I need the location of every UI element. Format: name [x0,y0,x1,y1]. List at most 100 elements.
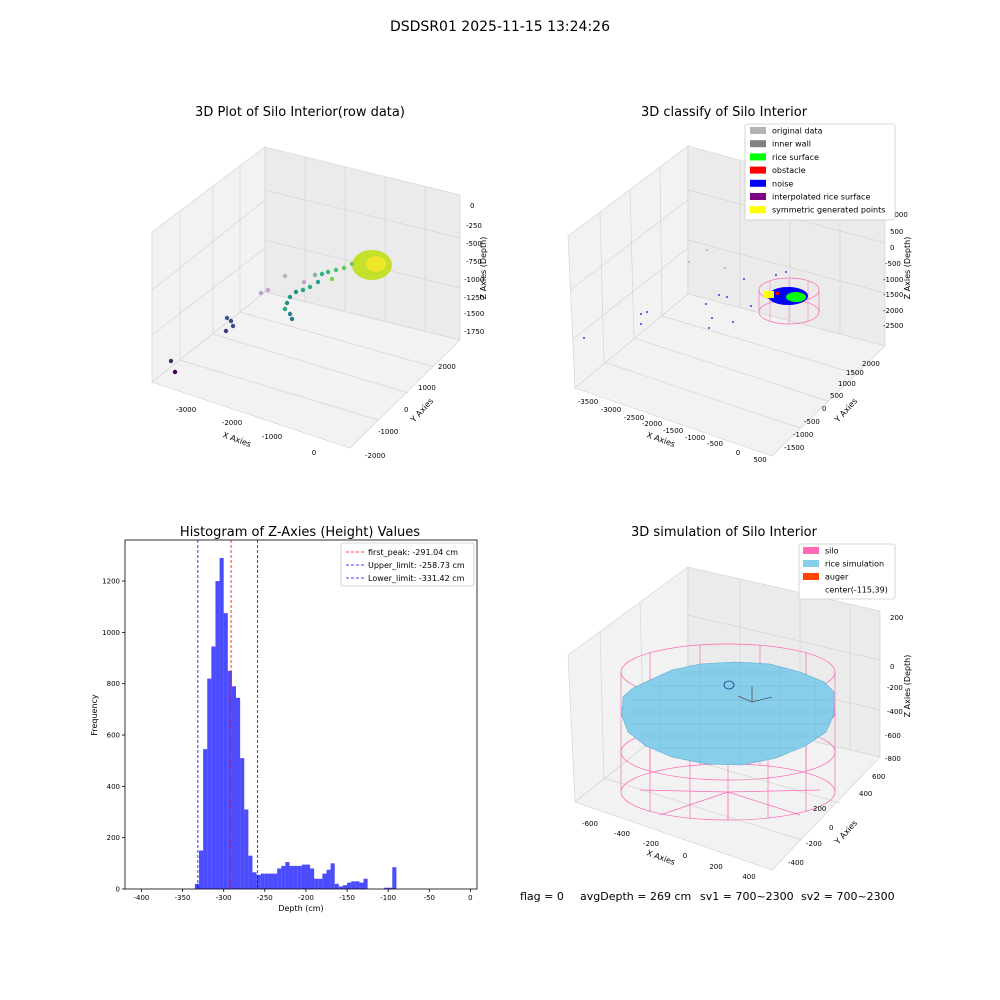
histogram-bar [297,865,302,889]
raw-3d-panel[interactable]: 3D Plot of Silo Interior(row data) -3000… [151,105,488,460]
status-sv2: sv2 = 700~2300 [801,890,895,903]
simulation-xtick: -200 [643,840,659,848]
simulation-legend-frame [798,543,896,600]
classify-legend-label: noise [772,179,793,188]
classify-xtick: 500 [753,456,766,464]
status-sv1: sv1 = 700~2300 [700,890,794,903]
classify-ztick: -1500 [883,291,903,299]
classify-xtick: -2500 [624,414,644,422]
histogram-ytick-label: 200 [107,834,120,842]
raw-point [312,272,318,278]
raw-point [301,279,307,285]
histogram-xtick-label: -200 [298,894,314,902]
simulation-legend [798,543,896,600]
simulation-ztick: -800 [885,755,901,763]
classify-legend-label: rice surface [772,153,819,162]
classify-axis-ticks: -3500 -3000 -2500 -2000 -1500 -1000 -500… [578,211,908,464]
histogram-bar [256,874,261,889]
classify-ytick: 1000 [838,380,856,388]
raw-point [168,358,174,364]
simulation-legend-swatch [803,573,819,580]
classify-noise-point [583,337,585,339]
simulation-auger-shaft [751,696,773,703]
simulation-xtick: 0 [683,852,687,860]
histogram-bar [273,873,278,889]
histogram-bar [334,883,339,889]
histogram-bar [384,887,389,889]
simulation-silo-strut [727,789,821,793]
raw-point [307,284,313,290]
raw-point [265,287,271,293]
classify-floor-pane [574,293,886,457]
classify-noise-point [775,274,777,276]
classify-rice-surface [786,292,806,302]
raw-axis-ticks: -3000 -2000 -1000 0 -2000 -1000 0 1000 2… [176,202,485,460]
histogram-bar [347,882,352,889]
simulation-3d-title: 3D simulation of Silo Interior [631,525,818,540]
simulation-ytick: -400 [788,859,804,867]
raw-xtick: -3000 [176,406,196,414]
raw-point [172,369,178,375]
classify-xtick: 0 [736,449,740,457]
simulation-axis-ticks: -600 -400 -200 0 200 400 -400 -200 0 200… [582,614,903,881]
classify-ytick: -1000 [793,431,813,439]
raw-point [258,290,264,296]
histogram-bar [240,758,245,889]
classify-xtick: -1500 [663,427,683,435]
raw-floor-pane [151,291,461,449]
raw-point [223,328,229,334]
raw-xtick: -1000 [262,433,282,441]
histogram-bar [264,873,269,889]
raw-ztick: -750 [466,258,482,266]
classify-xtick: -1000 [685,434,705,442]
histogram-xlabel: Depth (cm) [278,904,323,913]
status-line: flag = 0 avgDepth = 269 cm sv1 = 700~230… [520,890,895,903]
classify-point-cloud [583,249,820,339]
histogram-bar [289,865,294,889]
histogram-bar [388,887,393,889]
histogram-legend: first_peak: -291.04 cm Upper_limit: -258.… [340,542,475,587]
classify-zlabel: Z Axies (Depth) [903,237,912,300]
histogram-bar [260,873,265,889]
classify-legend-label: symmetric generated points [772,206,885,215]
classify-3d-panel[interactable]: 3D classify of Silo Interior -3500 -3000… [567,105,912,464]
histogram-xtick-label: -150 [339,894,355,902]
raw-point [315,279,321,285]
histogram-bar [355,881,360,889]
histogram-xtick-label: -250 [257,894,273,902]
classify-noise-point [640,313,642,315]
simulation-ztick: -200 [887,684,903,692]
simulation-3d-panel[interactable]: 3D simulation of Silo Interior [567,525,912,881]
histogram-bar [392,867,397,889]
classify-noise-point [640,323,642,325]
histogram-ytick-label: 800 [107,680,120,688]
histogram-xtick-label: -350 [175,894,191,902]
histogram-bar [305,864,311,889]
histogram-bar [227,670,232,889]
histogram-panel[interactable]: Histogram of Z-Axies (Height) Values -40… [90,525,478,913]
simulation-ztick: -400 [887,708,903,716]
raw-point [349,261,355,267]
classify-ztick: -500 [885,260,901,268]
simulation-ztick: 0 [890,663,894,671]
simulation-legend-label: silo [825,547,839,556]
raw-ztick: -1750 [464,328,484,336]
classify-noise-point [726,296,728,298]
simulation-auger-ring [723,680,735,690]
histogram-bar [318,878,323,889]
classify-legend-label: obstacle [772,166,806,175]
histogram-bar [277,868,282,889]
histogram-bar [211,646,216,889]
histogram-bar [293,865,298,889]
classify-noise-point [750,305,752,307]
histogram-bar [231,686,237,889]
classify-legend-swatch [750,179,766,187]
classify-legend-swatch [750,153,766,161]
simulation-silo-strut [639,789,729,793]
classify-noise-point [718,294,720,296]
raw-point [325,269,331,275]
classify-legend-swatch [750,193,766,200]
classify-ytick: -500 [804,418,820,426]
histogram-bar [199,850,204,889]
